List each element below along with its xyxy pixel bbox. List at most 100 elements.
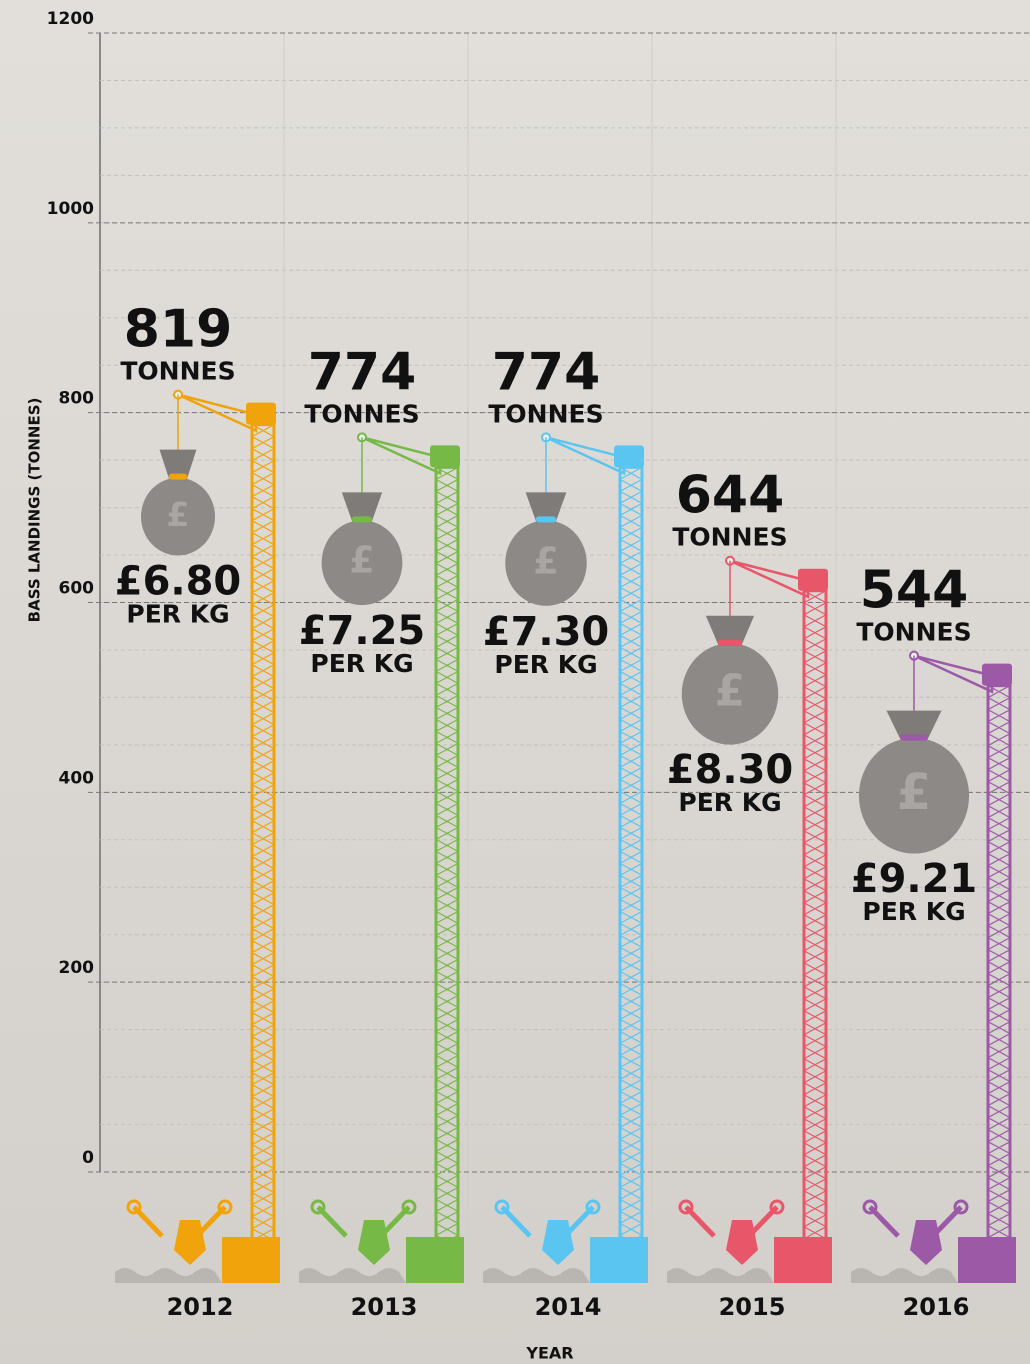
price-unit: PER KG [494, 650, 597, 679]
value-unit: TONNES [672, 523, 787, 552]
boat-buoy [769, 1199, 785, 1215]
y-tick-label: 0 [82, 1148, 94, 1168]
water [483, 1268, 590, 1283]
tower-lattice [251, 424, 275, 1242]
crane-cab [982, 663, 1012, 686]
crane-jib [177, 393, 258, 433]
boat-hull [726, 1220, 758, 1265]
value-unit: TONNES [304, 399, 419, 428]
boat-icon [310, 1199, 417, 1265]
money-bag [141, 477, 215, 556]
y-tick-label: 200 [59, 958, 95, 978]
price-unit: PER KG [126, 600, 229, 629]
boat-icon [126, 1199, 233, 1265]
boat-hull [910, 1220, 942, 1265]
boat-buoy [953, 1199, 969, 1215]
crane-cab [430, 445, 460, 468]
pound-sign: £ [166, 495, 189, 534]
value-unit: TONNES [120, 357, 235, 386]
crane-cab [798, 568, 828, 591]
water [851, 1268, 958, 1283]
money-bag [321, 520, 403, 606]
bag-neck [525, 492, 567, 527]
value-label: 774 [308, 342, 417, 402]
boat-buoy [585, 1199, 601, 1215]
price-label: £8.30 [667, 747, 794, 793]
bag-tie [717, 639, 743, 646]
boat-buoy [126, 1199, 142, 1215]
y-tick-label: 600 [59, 579, 95, 599]
boat-hull [542, 1220, 574, 1265]
value-unit: TONNES [488, 399, 603, 428]
crane-base [774, 1237, 832, 1283]
x-tick-label: 2014 [535, 1293, 602, 1321]
money-bag [681, 643, 779, 745]
pound-sign: £ [897, 763, 931, 821]
x-axis-title: YEAR [525, 1344, 573, 1363]
boat-buoy [401, 1199, 417, 1215]
bag-tie [351, 516, 373, 523]
x-tick-label: 2015 [719, 1293, 786, 1321]
boat-buoy [494, 1199, 510, 1215]
bag-neck [159, 449, 197, 484]
price-unit: PER KG [310, 649, 413, 678]
crane-jib [545, 436, 626, 476]
boat-buoy [862, 1199, 878, 1215]
crane-base [590, 1237, 648, 1283]
bag-tie [535, 516, 557, 523]
crane-base [222, 1237, 280, 1283]
price-label: £7.25 [299, 608, 426, 654]
y-axis-title: BASS LANDINGS (TONNES) [26, 398, 44, 623]
money-bag [505, 520, 587, 606]
money-bag [858, 737, 970, 854]
x-tick-label: 2012 [167, 1293, 234, 1321]
boat-hull [174, 1220, 206, 1265]
boat-icon [494, 1199, 601, 1265]
y-tick-label: 1200 [47, 9, 94, 29]
crane-jib [361, 436, 442, 476]
boat-buoy [678, 1199, 694, 1215]
bag-neck [705, 615, 755, 650]
pound-sign: £ [715, 666, 745, 716]
y-tick-label: 1000 [47, 199, 94, 219]
pound-sign: £ [349, 539, 374, 582]
water [115, 1268, 222, 1283]
price-unit: PER KG [862, 897, 965, 926]
value-label: 819 [124, 300, 233, 360]
boat-icon [678, 1199, 785, 1265]
crane-cab [614, 445, 644, 468]
tower-lattice [435, 466, 459, 1248]
crane-jib [729, 559, 810, 599]
value-label: 774 [492, 342, 601, 402]
crane-base [406, 1237, 464, 1283]
crane-base [958, 1237, 1016, 1283]
boat-buoy [310, 1199, 326, 1215]
boat-buoy [217, 1199, 233, 1215]
bag-tie [168, 473, 188, 480]
crane-cab [246, 402, 276, 425]
price-label: £6.80 [115, 559, 242, 605]
y-tick-label: 800 [59, 389, 95, 409]
boat-hull [358, 1220, 390, 1265]
price-label: £7.30 [483, 609, 610, 655]
tower-lattice [619, 466, 643, 1248]
value-unit: TONNES [856, 618, 971, 647]
bag-tie [900, 734, 928, 741]
tower-lattice [987, 685, 1011, 1239]
y-tick-label: 400 [59, 768, 95, 788]
crane-jib [913, 654, 994, 694]
price-unit: PER KG [678, 788, 781, 817]
price-label: £9.21 [851, 856, 978, 902]
value-label: 544 [860, 561, 969, 621]
bag-neck [341, 492, 383, 527]
water [667, 1268, 774, 1283]
tower-lattice [803, 590, 827, 1240]
x-tick-label: 2016 [903, 1293, 970, 1321]
water [299, 1268, 406, 1283]
boat-icon [862, 1199, 969, 1265]
value-label: 644 [676, 466, 785, 526]
pound-sign: £ [533, 540, 559, 583]
x-tick-label: 2013 [351, 1293, 418, 1321]
bag-neck [886, 710, 942, 745]
